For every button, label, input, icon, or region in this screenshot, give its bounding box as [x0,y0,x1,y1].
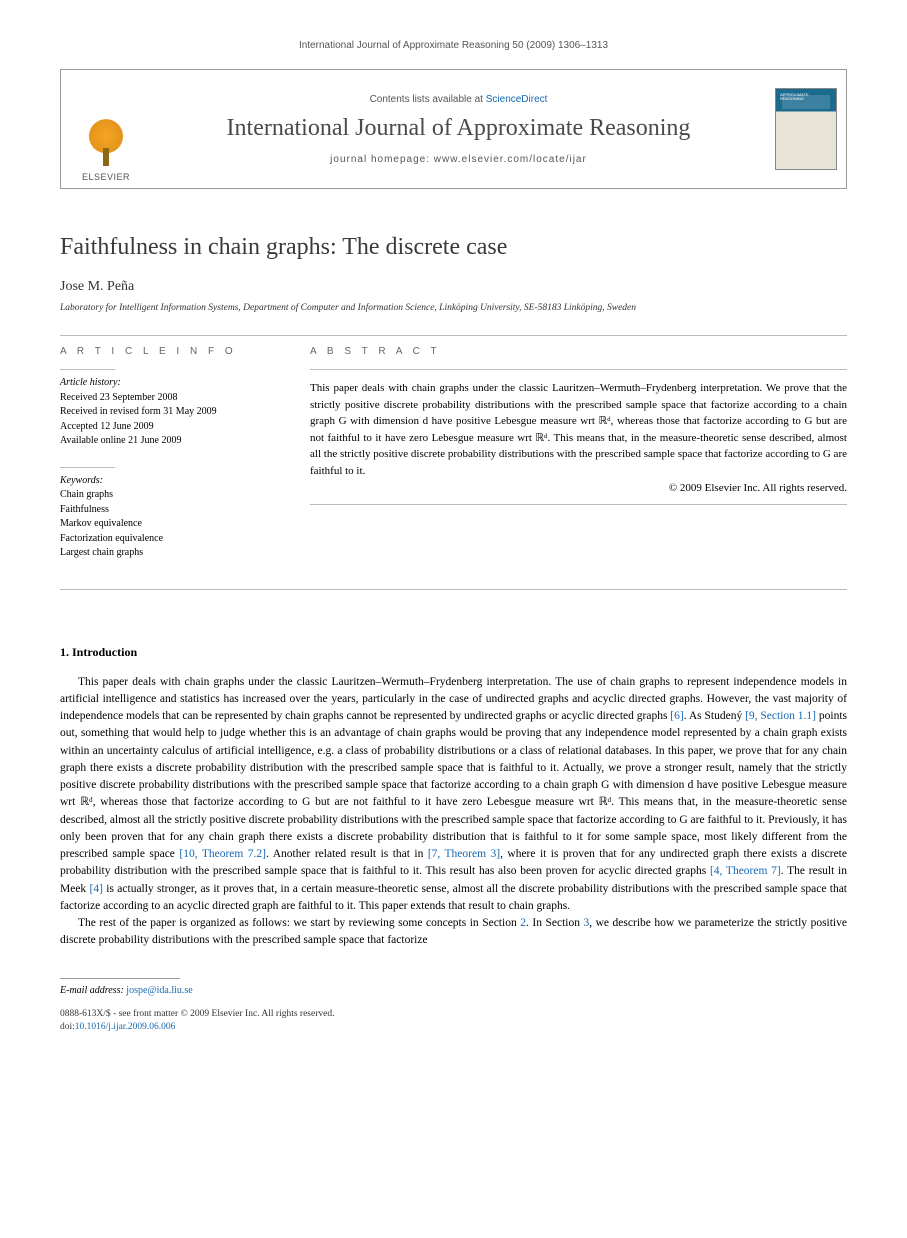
abstract-col: A B S T R A C T This paper deals with ch… [310,346,847,579]
publisher-logo-block: ELSEVIER [61,70,151,188]
citation-link[interactable]: [10, Theorem 7.2] [179,848,266,860]
doi-link[interactable]: 10.1016/j.ijar.2009.06.006 [75,1022,176,1032]
contents-prefix: Contents lists available at [370,94,486,105]
running-head: International Journal of Approximate Rea… [60,40,847,51]
contents-line: Contents lists available at ScienceDirec… [370,94,548,105]
text: The rest of the paper is organized as fo… [78,917,520,929]
journal-masthead: ELSEVIER Contents lists available at Sci… [60,69,847,189]
article-info-col: A R T I C L E I N F O Article history: R… [60,346,270,579]
divider [60,467,115,468]
author-affiliation: Laboratory for Intelligent Information S… [60,303,847,313]
divider [60,335,847,336]
section-introduction: 1. Introduction This paper deals with ch… [60,645,847,950]
cover-thumb-block: APPROXIMATE REASONING [766,70,846,188]
publisher-label: ELSEVIER [82,172,130,182]
divider [310,369,847,370]
text: . Another related result is that in [266,848,428,860]
divider [60,589,847,590]
citation-link[interactable]: [9, Section 1.1] [745,710,816,722]
meta-row: A R T I C L E I N F O Article history: R… [60,346,847,579]
citation-link[interactable]: [7, Theorem 3] [428,848,500,860]
body-paragraph: This paper deals with chain graphs under… [60,674,847,916]
history-received: Received 23 September 2008 [60,391,270,406]
citation-link[interactable]: [4, Theorem 7] [710,865,781,877]
author-email-link[interactable]: jospe@ida.liu.se [126,985,192,996]
elsevier-tree-icon [82,118,130,170]
text: points out, something that would help to… [60,710,847,860]
citation-link[interactable]: [6] [670,710,683,722]
homepage-prefix: journal homepage: [330,154,434,165]
doi-line: doi:10.1016/j.ijar.2009.06.006 [60,1021,847,1034]
journal-title: International Journal of Approximate Rea… [227,115,691,142]
history-online: Available online 21 June 2009 [60,434,270,449]
email-label: E-mail address: [60,985,126,996]
homepage-line: journal homepage: www.elsevier.com/locat… [330,154,587,165]
citation-link[interactable]: [4] [90,883,103,895]
journal-cover-icon: APPROXIMATE REASONING [775,88,837,170]
abstract-copyright: © 2009 Elsevier Inc. All rights reserved… [310,482,847,494]
divider [60,369,115,370]
homepage-url: www.elsevier.com/locate/ijar [434,154,587,165]
sciencedirect-link[interactable]: ScienceDirect [486,94,548,105]
page: International Journal of Approximate Rea… [0,0,907,1064]
cover-text: APPROXIMATE REASONING [780,93,832,102]
history-revised: Received in revised form 31 May 2009 [60,405,270,420]
keyword: Faithfulness [60,503,270,518]
text: is actually stronger, as it proves that,… [60,883,847,912]
issn-line: 0888-613X/$ - see front matter © 2009 El… [60,1008,847,1021]
keyword: Factorization equivalence [60,532,270,547]
text: . As Studený [684,710,745,722]
keyword: Markov equivalence [60,517,270,532]
history-block: Article history: Received 23 September 2… [60,376,270,449]
doi-prefix: doi: [60,1022,75,1032]
text: . In Section [526,917,584,929]
section-heading: 1. Introduction [60,645,847,660]
masthead-center: Contents lists available at ScienceDirec… [151,70,766,188]
keyword: Largest chain graphs [60,546,270,561]
abstract-label: A B S T R A C T [310,346,847,357]
author-name: Jose M. Peña [60,279,847,295]
abstract-text: This paper deals with chain graphs under… [310,380,847,479]
history-heading: Article history: [60,376,270,391]
keywords-heading: Keywords: [60,474,270,489]
rights-block: 0888-613X/$ - see front matter © 2009 El… [60,1008,847,1035]
article-info-label: A R T I C L E I N F O [60,346,270,357]
keywords-block: Keywords: Chain graphs Faithfulness Mark… [60,474,270,561]
keyword: Chain graphs [60,488,270,503]
article-title: Faithfulness in chain graphs: The discre… [60,234,847,261]
divider [60,978,180,979]
history-accepted: Accepted 12 June 2009 [60,420,270,435]
page-footer: E-mail address: jospe@ida.liu.se 0888-61… [60,978,847,1035]
body-paragraph: The rest of the paper is organized as fo… [60,915,847,950]
email-line: E-mail address: jospe@ida.liu.se [60,985,847,996]
divider [310,504,847,505]
